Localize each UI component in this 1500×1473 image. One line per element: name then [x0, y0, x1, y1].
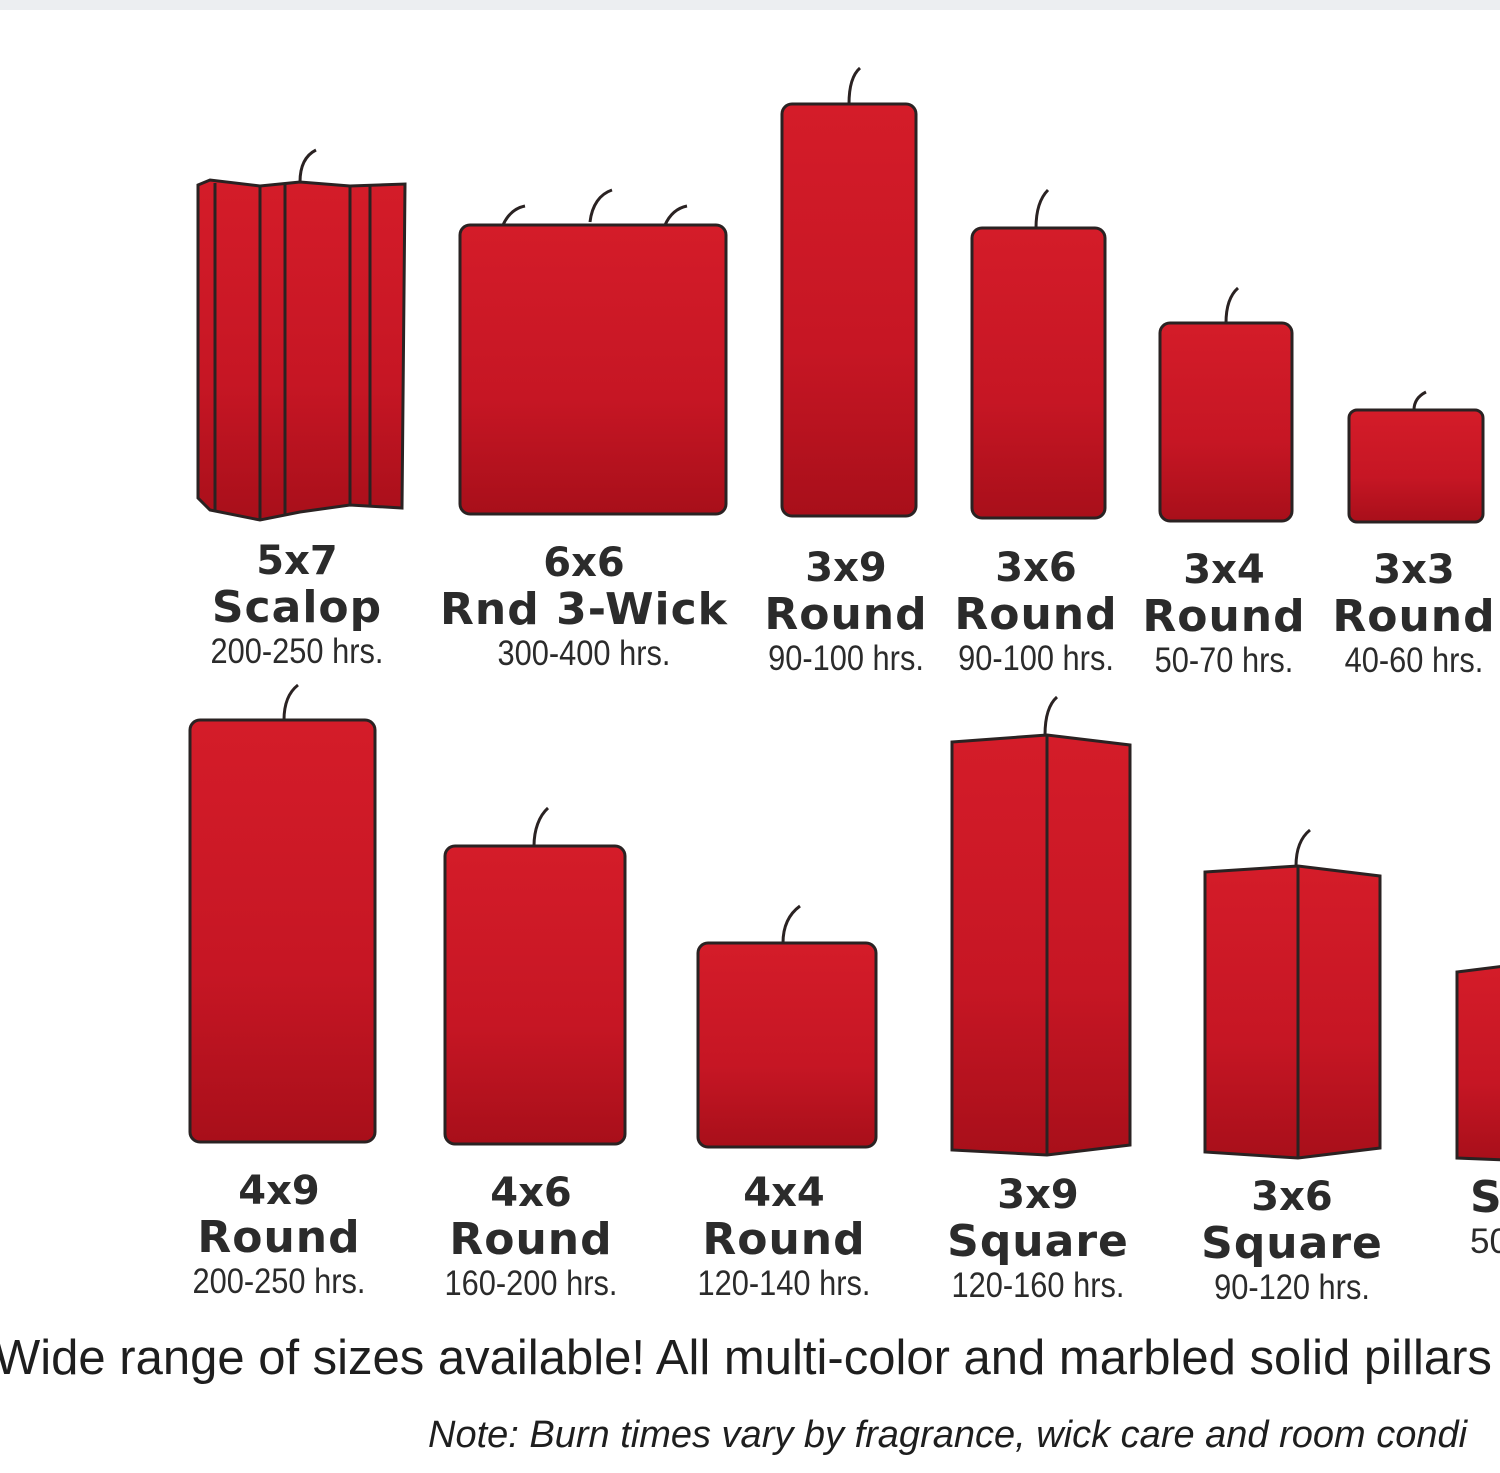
caption-3x3-round: 3x3 Round 40-60 hrs.: [1332, 547, 1495, 681]
caption-name: Round: [954, 589, 1118, 640]
caption-6x6-3wick: 6x6 Rnd 3-Wick 300-400 hrs.: [440, 540, 728, 674]
caption-3x6-round: 3x6 Round 90-100 hrs.: [947, 545, 1124, 679]
caption-3x4-round: 3x4 Round 50-70 hrs.: [1142, 547, 1305, 681]
top-strip: [0, 0, 1500, 10]
caption-size: 3x9: [997, 1172, 1079, 1218]
caption-size: 3x4: [1183, 547, 1265, 593]
caption-partial: Sc 50: [1470, 1174, 1500, 1262]
caption-hours: 90-120 hrs.: [1214, 1268, 1370, 1307]
caption-hours: 50-70 hrs.: [1154, 641, 1294, 680]
candle-3x9-round: [780, 66, 918, 518]
caption-size: 3x9: [805, 545, 887, 591]
candle-4x9-round: [188, 683, 377, 1144]
caption-size: 6x6: [543, 540, 625, 586]
caption-3x9-round: 3x9 Round 90-100 hrs.: [757, 545, 934, 679]
caption-size: 3x3: [1373, 547, 1455, 593]
caption-size: 4x9: [238, 1168, 320, 1214]
candle-3x4-round: [1158, 286, 1294, 523]
caption-4x6-round: 4x6 Round 160-200 hrs.: [433, 1170, 630, 1304]
candle-3x6-round: [970, 188, 1107, 520]
caption-name: Round: [1142, 591, 1306, 642]
candle-3x9-square: [950, 695, 1132, 1157]
footer-text: Wide range of sizes available! All multi…: [0, 1331, 1492, 1385]
caption-name: Round: [702, 1214, 866, 1265]
caption-hours: 120-160 hrs.: [951, 1266, 1125, 1305]
candle-5x7-scalop: [196, 148, 407, 522]
caption-size: 3x6: [995, 545, 1077, 591]
caption-name: Round: [1332, 591, 1496, 642]
caption-hours: 120-140 hrs.: [697, 1264, 871, 1303]
candle-4x4-round: [696, 904, 878, 1149]
caption-hours: 300-400 hrs.: [497, 634, 671, 673]
caption-5x7-scalop: 5x7 Scalop 200-250 hrs.: [199, 538, 396, 672]
caption-name: Sc: [1470, 1174, 1500, 1223]
caption-hours: 50: [1470, 1222, 1500, 1261]
candle-partial-square: [1455, 965, 1500, 1162]
candle-6x6-3wick: [458, 188, 728, 516]
caption-3x6-square: 3x6 Square 90-120 hrs.: [1201, 1174, 1383, 1308]
caption-name: Round: [764, 589, 928, 640]
candle-3x6-square: [1203, 828, 1382, 1160]
caption-name: Round: [197, 1212, 361, 1263]
caption-name: Square: [947, 1216, 1129, 1267]
caption-4x9-round: 4x9 Round 200-250 hrs.: [181, 1168, 378, 1302]
caption-hours: 160-200 hrs.: [444, 1264, 618, 1303]
candle-3x3-round: [1347, 390, 1485, 524]
caption-size: 3x6: [1251, 1174, 1333, 1220]
caption-name: Scalop: [211, 582, 383, 633]
caption-name: Rnd 3-Wick: [440, 584, 728, 635]
candle-4x6-round: [443, 806, 627, 1146]
caption-size: 5x7: [256, 538, 338, 584]
caption-name: Round: [449, 1214, 613, 1265]
caption-hours: 90-100 hrs.: [958, 639, 1114, 678]
caption-3x9-square: 3x9 Square 120-160 hrs.: [940, 1172, 1137, 1306]
caption-size: 4x4: [743, 1170, 825, 1216]
caption-hours: 200-250 hrs.: [210, 632, 384, 671]
caption-hours: 90-100 hrs.: [768, 639, 924, 678]
caption-4x4-round: 4x4 Round 120-140 hrs.: [686, 1170, 883, 1304]
caption-name: Square: [1201, 1218, 1383, 1269]
footer-note: Note: Burn times vary by fragrance, wick…: [428, 1414, 1468, 1456]
caption-hours: 200-250 hrs.: [192, 1262, 366, 1301]
caption-hours: 40-60 hrs.: [1344, 641, 1484, 680]
caption-size: 4x6: [490, 1170, 572, 1216]
